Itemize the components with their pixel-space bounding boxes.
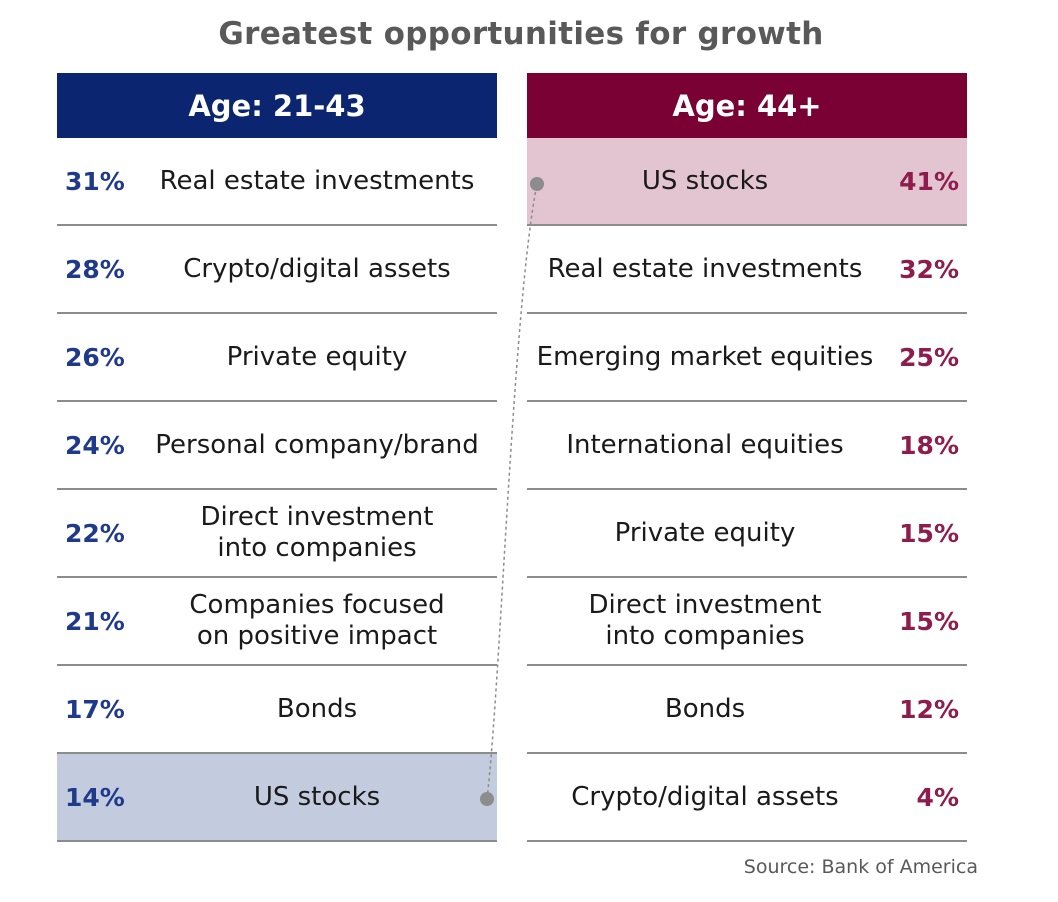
percent-value: 18%: [899, 430, 959, 460]
asset-label: Bonds: [664, 693, 746, 724]
percent-value: 25%: [899, 342, 959, 372]
percent-value: 22%: [65, 518, 125, 548]
asset-label: Direct investment into companies: [200, 502, 434, 563]
table-row: Crypto/digital assets 4%: [527, 754, 967, 842]
table-row: 14% US stocks: [57, 754, 497, 842]
asset-label: Personal company/brand: [155, 429, 479, 460]
table-row: 31% Real estate investments: [57, 138, 497, 226]
table-row: Real estate investments 32%: [527, 226, 967, 314]
asset-label: Bonds: [276, 693, 358, 724]
percent-value: 24%: [65, 430, 125, 460]
percent-value: 26%: [65, 342, 125, 372]
asset-label: US stocks: [253, 781, 381, 812]
table-row: 22% Direct investment into companies: [57, 490, 497, 578]
percent-value: 32%: [899, 254, 959, 284]
percent-value: 31%: [65, 166, 125, 196]
table-row: 28% Crypto/digital assets: [57, 226, 497, 314]
percent-value: 12%: [899, 694, 959, 724]
percent-value: 17%: [65, 694, 125, 724]
asset-label: Companies focused on positive impact: [189, 590, 445, 651]
asset-label: Crypto/digital assets: [183, 253, 451, 284]
asset-label: Real estate investments: [159, 165, 475, 196]
table-row: 21% Companies focused on positive impact: [57, 578, 497, 666]
asset-label: US stocks: [641, 165, 769, 196]
table-row: Private equity 15%: [527, 490, 967, 578]
percent-value: 15%: [899, 518, 959, 548]
asset-label: Direct investment into companies: [588, 590, 822, 651]
asset-label: International equities: [566, 429, 844, 460]
source-note: Source: Bank of America: [743, 856, 978, 878]
table-age-44-plus: Age: 44+ US stocks 41% Real estate investm…: [527, 73, 967, 842]
table-body-right: US stocks 41% Real estate investments 32% Em…: [527, 138, 967, 842]
table-header-right: Age: 44+: [527, 73, 967, 138]
asset-label: Crypto/digital assets: [571, 781, 839, 812]
table-row: 26% Private equity: [57, 314, 497, 402]
percent-value: 15%: [899, 606, 959, 636]
asset-label: Emerging market equities: [536, 341, 874, 372]
table-age-21-43: Age: 21-43 31% Real estate investments 28%…: [57, 73, 497, 842]
percent-value: 41%: [899, 166, 959, 196]
table-row: 17% Bonds: [57, 666, 497, 754]
asset-label: Private equity: [614, 517, 796, 548]
table-row: Direct investment into companies 15%: [527, 578, 967, 666]
asset-label: Private equity: [226, 341, 408, 372]
table-body-left: 31% Real estate investments 28% Crypto/digi…: [57, 138, 497, 842]
percent-value: 14%: [65, 782, 125, 812]
asset-label: Real estate investments: [547, 253, 863, 284]
percent-value: 4%: [916, 782, 959, 812]
percent-value: 28%: [65, 254, 125, 284]
table-row: 24% Personal company/brand: [57, 402, 497, 490]
table-row: Emerging market equities 25%: [527, 314, 967, 402]
table-row: Bonds 12%: [527, 666, 967, 754]
percent-value: 21%: [65, 606, 125, 636]
table-row: US stocks 41%: [527, 138, 967, 226]
page-title: Greatest opportunities for growth: [218, 16, 824, 52]
table-row: International equities 18%: [527, 402, 967, 490]
table-header-left: Age: 21-43: [57, 73, 497, 138]
